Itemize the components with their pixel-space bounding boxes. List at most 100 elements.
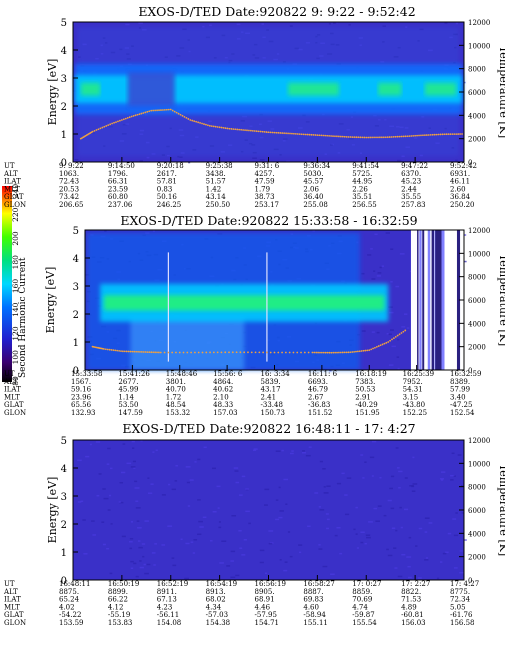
noise-speck xyxy=(322,468,326,470)
orbit-value: 17: 2:27 xyxy=(401,580,430,588)
temperature-point xyxy=(370,348,373,351)
noise-speck xyxy=(398,486,401,489)
noise-speck xyxy=(121,535,126,538)
noise-speck xyxy=(107,447,111,450)
noise-speck xyxy=(391,345,396,348)
noise-speck xyxy=(243,538,247,541)
noise-speck xyxy=(179,156,183,158)
temperature-point xyxy=(142,112,145,114)
noise-stripe xyxy=(440,230,445,370)
noise-speck xyxy=(275,450,281,452)
orbit-value: 15:48:46 xyxy=(166,370,198,378)
noise-speck xyxy=(275,499,279,501)
noise-speck xyxy=(209,24,212,27)
y-tick-label: 1 xyxy=(73,338,79,349)
temperature-point xyxy=(379,344,382,347)
orbit-value: 68.91 xyxy=(255,596,275,604)
noise-stripe xyxy=(419,230,422,370)
temperature-point xyxy=(135,350,138,353)
temperature-point xyxy=(163,108,166,111)
noise-speck xyxy=(298,551,302,554)
noise-speck xyxy=(365,534,371,536)
temperature-point xyxy=(362,349,365,352)
temperature-point xyxy=(461,133,463,135)
colorbar-tick: 200 xyxy=(11,231,20,246)
noise-speck xyxy=(329,369,332,372)
temperature-point xyxy=(262,351,265,354)
noise-speck xyxy=(152,230,155,232)
orbit-row-label: UT xyxy=(4,370,15,378)
orbit-row-label: ALT xyxy=(3,588,18,596)
orbit-value: -56.11 xyxy=(157,611,179,619)
temperature-point xyxy=(165,108,168,111)
noise-speck xyxy=(154,543,157,545)
noise-speck xyxy=(364,461,367,463)
noise-speck xyxy=(406,556,412,558)
noise-speck xyxy=(399,506,402,509)
temperature-point xyxy=(383,342,386,345)
orbit-value: 35.55 xyxy=(401,193,421,201)
noise-speck xyxy=(447,532,452,535)
temperature-point xyxy=(347,351,350,354)
noise-speck xyxy=(425,557,429,559)
noise-speck xyxy=(211,467,216,470)
orbit-value: 59.16 xyxy=(71,386,92,394)
temperature-point xyxy=(420,134,422,137)
noise-speck xyxy=(180,538,183,541)
noise-speck xyxy=(96,494,100,497)
orbit-value: -36.83 xyxy=(308,401,330,409)
temperature-point xyxy=(317,351,319,354)
noise-speck xyxy=(386,332,389,335)
temperature-point xyxy=(103,125,106,128)
orbit-value: 45.99 xyxy=(118,386,138,394)
temperature-point xyxy=(341,351,344,354)
noise-speck xyxy=(444,22,448,24)
temperature-point xyxy=(181,114,184,117)
temperature-point xyxy=(404,329,407,332)
temperature-point xyxy=(377,136,379,139)
temperature-point xyxy=(283,132,286,135)
y-tick-label: 0 xyxy=(61,576,67,587)
temperature-point xyxy=(402,135,405,138)
noise-speck xyxy=(245,510,250,513)
temperature-point xyxy=(240,128,243,131)
noise-speck xyxy=(239,494,243,496)
orbit-value: 8913. xyxy=(206,588,226,596)
temperature-point xyxy=(101,126,104,129)
temperature-point xyxy=(443,133,446,136)
orbit-value: 70.69 xyxy=(352,596,372,604)
noise-speck xyxy=(218,526,222,529)
spectrogram-panel-2: EXOS-D/TED Date:920822 15:33:58 - 16:32:… xyxy=(3,213,505,417)
noise-speck xyxy=(442,552,447,555)
temperature-point xyxy=(300,133,303,136)
noise-speck xyxy=(185,542,190,545)
orbit-value: -40.29 xyxy=(355,401,377,409)
temperature-point xyxy=(334,135,336,138)
noise-speck xyxy=(107,509,111,511)
noise-speck xyxy=(102,543,106,546)
noise-speck xyxy=(109,572,113,575)
noise-speck xyxy=(148,492,153,494)
orbit-value: -60.81 xyxy=(401,611,423,619)
noise-speck xyxy=(189,479,194,481)
orbit-row-label: GLON xyxy=(4,619,26,627)
noise-speck xyxy=(390,248,394,250)
noise-speck xyxy=(318,548,323,550)
temperature-point xyxy=(130,115,133,118)
temperature-point xyxy=(134,114,137,117)
noise-speck xyxy=(455,512,458,514)
orbit-value: 250.50 xyxy=(206,201,231,209)
noise-speck xyxy=(379,476,382,479)
orbit-value: 2.44 xyxy=(401,185,417,193)
orbit-value: 67.13 xyxy=(157,596,177,604)
noise-speck xyxy=(314,492,319,494)
noise-speck xyxy=(216,485,221,488)
panel-1-ylabel: Energy [eV] xyxy=(46,59,59,126)
temperature-point xyxy=(431,133,434,136)
noise-speck xyxy=(137,527,142,529)
noise-speck xyxy=(391,527,396,530)
noise-speck xyxy=(298,544,303,546)
orbit-value: 3801. xyxy=(166,378,186,386)
noise-speck xyxy=(144,520,149,522)
temperature-point xyxy=(273,351,276,354)
